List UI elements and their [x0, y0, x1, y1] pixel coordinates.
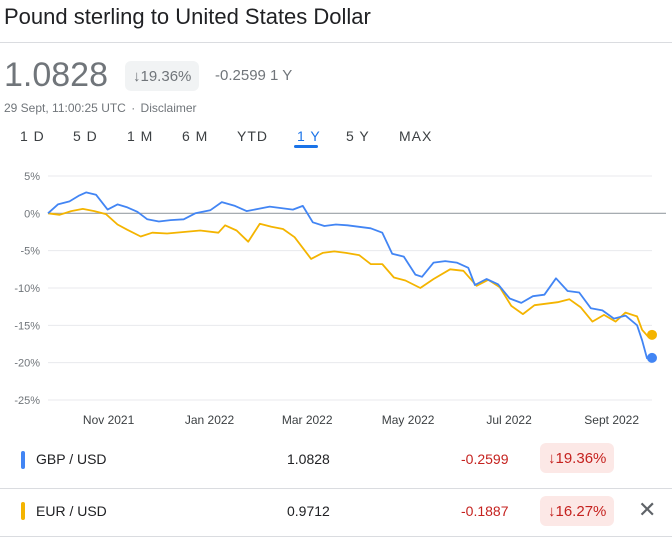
- y-tick-label: -15%: [14, 320, 40, 332]
- pair-percent: 19.36%: [555, 449, 607, 467]
- y-tick-label: 5%: [24, 171, 40, 183]
- tab-max[interactable]: MAX: [399, 128, 433, 144]
- percent-change-chip: ↓ 19.36%: [125, 61, 200, 91]
- x-tick-label: Jan 2022: [185, 413, 235, 427]
- arrow-down-icon: ↓: [548, 449, 556, 467]
- tab-5y[interactable]: 5 Y: [346, 128, 370, 144]
- series-swatch: [21, 502, 25, 520]
- series-endpoint-gbp-usd: [647, 352, 657, 363]
- exchange-rate-chart[interactable]: 5% 0% -5% -10% -15% -20% -25% Nov 2021 Jan 2022…: [0, 160, 672, 430]
- active-tab-indicator: [294, 145, 318, 148]
- pair-change: -0.1887: [461, 503, 509, 519]
- pair-change: -0.2599: [461, 451, 509, 467]
- pair-value: 0.9712: [287, 503, 330, 519]
- arrow-down-icon: ↓: [548, 502, 556, 520]
- remove-comparison-close-icon[interactable]: ✕: [638, 497, 657, 522]
- tab-1m[interactable]: 1 M: [127, 128, 154, 144]
- disclaimer-link[interactable]: Disclaimer: [140, 101, 197, 115]
- x-tick-label: Nov 2021: [83, 413, 135, 427]
- series-line-eur-usd: [47, 208, 653, 339]
- table-row[interactable]: GBP / USD 1.0828 -0.2599 ↓ 19.36%: [0, 437, 672, 485]
- timestamp: 29 Sept, 11:00:25 UTC: [4, 101, 126, 115]
- pair-percent-chip: ↓ 16.27%: [540, 496, 615, 526]
- currency-pair: EUR / USD: [36, 503, 107, 519]
- percent-change-value: 19.36%: [140, 67, 192, 85]
- currency-pair: GBP / USD: [36, 451, 107, 467]
- y-tick-label: -25%: [14, 395, 40, 407]
- timestamp-line: 29 Sept, 11:00:25 UTC · Disclaimer: [4, 101, 197, 115]
- header-divider: [0, 42, 672, 43]
- x-tick-label: May 2022: [382, 413, 435, 427]
- row-divider: [0, 488, 672, 489]
- x-tick-label: Sept 2022: [584, 413, 639, 427]
- y-tick-label: -20%: [14, 358, 40, 370]
- series-line-gbp-usd: [47, 191, 653, 360]
- pair-percent-chip: ↓ 19.36%: [540, 443, 615, 473]
- time-range-tabs: 1 D 5 D 1 M 6 M YTD 1 Y 5 Y MAX: [0, 128, 672, 152]
- x-tick-label: Jul 2022: [486, 413, 532, 427]
- x-tick-label: Mar 2022: [282, 413, 333, 427]
- y-tick-label: 0%: [24, 208, 40, 220]
- y-tick-label: -10%: [14, 283, 40, 295]
- current-price: 1.0828: [4, 56, 108, 94]
- tab-1y[interactable]: 1 Y: [297, 128, 321, 144]
- pair-percent: 16.27%: [555, 502, 607, 520]
- tab-5d[interactable]: 5 D: [73, 128, 98, 144]
- pair-value: 1.0828: [287, 451, 330, 467]
- meta-separator: ·: [131, 101, 136, 115]
- y-tick-label: -5%: [20, 246, 40, 258]
- page-title: Pound sterling to United States Dollar: [4, 4, 371, 29]
- series-swatch: [21, 451, 25, 469]
- tab-ytd[interactable]: YTD: [237, 128, 268, 144]
- arrow-down-icon: ↓: [133, 67, 141, 85]
- tab-1d[interactable]: 1 D: [20, 128, 45, 144]
- tab-6m[interactable]: 6 M: [182, 128, 209, 144]
- series-endpoint-eur-usd: [647, 329, 657, 340]
- absolute-change: -0.2599 1 Y: [215, 67, 293, 84]
- row-divider: [0, 536, 672, 537]
- table-row[interactable]: EUR / USD 0.9712 -0.1887 ↓ 16.27% ✕: [0, 488, 672, 536]
